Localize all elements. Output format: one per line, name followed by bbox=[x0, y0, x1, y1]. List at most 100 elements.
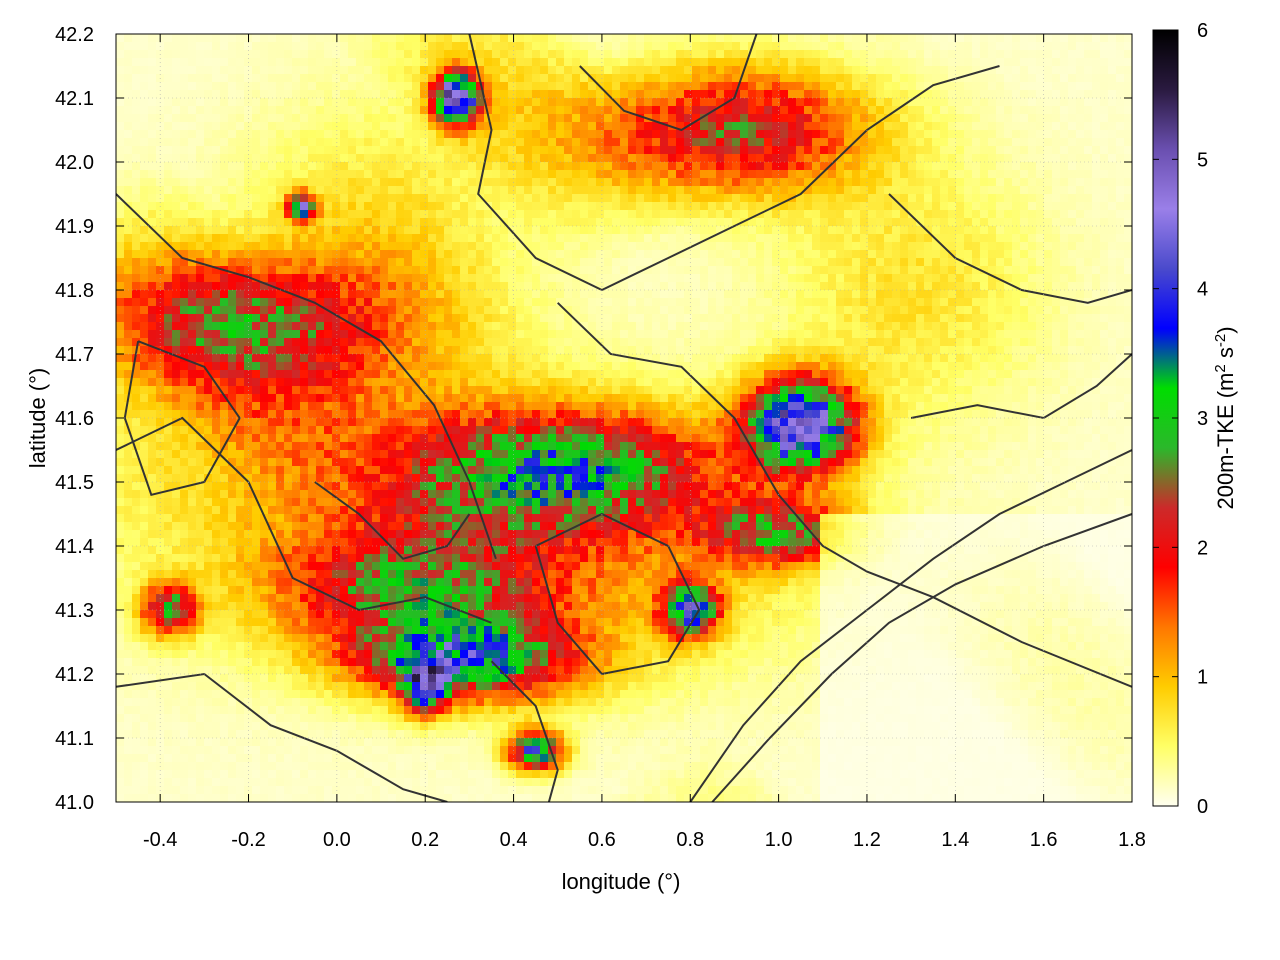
heatmap-cell bbox=[572, 322, 581, 331]
heatmap-cell bbox=[788, 154, 797, 163]
heatmap-cell bbox=[452, 210, 461, 219]
heatmap-cell bbox=[972, 58, 981, 67]
heatmap-cell bbox=[324, 146, 333, 155]
heatmap-cell bbox=[1036, 338, 1045, 347]
heatmap-cell bbox=[924, 290, 933, 299]
heatmap-cell bbox=[908, 154, 917, 163]
heatmap-cell bbox=[532, 306, 541, 315]
heatmap-cell bbox=[116, 210, 125, 219]
heatmap-cell bbox=[916, 154, 925, 163]
heatmap-cell bbox=[724, 130, 733, 139]
heatmap-cell bbox=[364, 170, 373, 179]
heatmap-cell bbox=[764, 178, 773, 187]
heatmap-cell bbox=[612, 74, 621, 83]
heatmap-cell bbox=[1108, 138, 1117, 147]
heatmap-cell bbox=[972, 122, 981, 131]
heatmap-cell bbox=[596, 218, 605, 227]
heatmap-cell bbox=[884, 106, 893, 115]
heatmap-cell bbox=[612, 322, 621, 331]
heatmap-cell bbox=[700, 298, 709, 307]
heatmap-cell bbox=[284, 58, 293, 67]
heatmap-cell bbox=[628, 106, 637, 115]
heatmap-cell bbox=[172, 138, 181, 147]
heatmap-cell bbox=[412, 250, 421, 259]
heatmap-cell bbox=[844, 58, 853, 67]
heatmap-cell bbox=[1052, 322, 1061, 331]
heatmap-cell bbox=[116, 114, 125, 123]
heatmap-cell bbox=[340, 130, 349, 139]
heatmap-cell bbox=[700, 178, 709, 187]
heatmap-cell bbox=[1052, 82, 1061, 91]
heatmap-cell bbox=[804, 258, 813, 267]
heatmap-cell bbox=[684, 330, 693, 339]
heatmap-cell bbox=[828, 50, 837, 59]
heatmap-cell bbox=[476, 202, 485, 211]
heatmap-cell bbox=[492, 82, 501, 91]
heatmap-cell bbox=[748, 218, 757, 227]
heatmap-cell bbox=[660, 234, 669, 243]
heatmap-cell bbox=[364, 314, 373, 323]
heatmap-cell bbox=[1116, 282, 1125, 291]
heatmap-cell bbox=[900, 226, 909, 235]
heatmap-cell bbox=[260, 250, 269, 259]
heatmap-cell bbox=[756, 154, 765, 163]
heatmap-cell bbox=[1100, 58, 1109, 67]
heatmap-cell bbox=[852, 146, 861, 155]
heatmap-cell bbox=[484, 298, 493, 307]
heatmap-cell bbox=[532, 258, 541, 267]
heatmap-cell bbox=[260, 306, 269, 315]
heatmap-cell bbox=[908, 178, 917, 187]
heatmap-cell bbox=[1100, 298, 1109, 307]
heatmap-cell bbox=[884, 34, 893, 43]
heatmap-cell bbox=[964, 210, 973, 219]
heatmap-cell bbox=[236, 274, 245, 283]
heatmap-cell bbox=[820, 322, 829, 331]
heatmap-cell bbox=[1004, 330, 1013, 339]
heatmap-cell bbox=[172, 314, 181, 323]
heatmap-cell bbox=[972, 154, 981, 163]
heatmap-cell bbox=[452, 90, 461, 99]
heatmap-cell bbox=[788, 338, 797, 347]
heatmap-cell bbox=[428, 106, 437, 115]
heatmap-cell bbox=[236, 34, 245, 43]
heatmap-cell bbox=[292, 146, 301, 155]
heatmap-cell bbox=[340, 66, 349, 75]
heatmap-cell bbox=[124, 122, 133, 131]
heatmap-cell bbox=[556, 218, 565, 227]
heatmap-cell bbox=[692, 274, 701, 283]
heatmap-cell bbox=[580, 314, 589, 323]
heatmap-cell bbox=[684, 306, 693, 315]
heatmap-cell bbox=[596, 42, 605, 51]
heatmap-cell bbox=[500, 42, 509, 51]
heatmap-cell bbox=[796, 226, 805, 235]
heatmap-cell bbox=[484, 338, 493, 347]
heatmap-cell bbox=[1044, 138, 1053, 147]
heatmap-cell bbox=[372, 338, 381, 347]
heatmap-cell bbox=[932, 42, 941, 51]
heatmap-cell bbox=[492, 314, 501, 323]
heatmap-cell bbox=[836, 202, 845, 211]
heatmap-cell bbox=[564, 194, 573, 203]
heatmap-cell bbox=[932, 298, 941, 307]
heatmap-cell bbox=[460, 170, 469, 179]
heatmap-cell bbox=[564, 34, 573, 43]
heatmap-cell bbox=[252, 202, 261, 211]
heatmap-cell bbox=[932, 266, 941, 275]
heatmap-cell bbox=[492, 202, 501, 211]
heatmap-cell bbox=[988, 226, 997, 235]
heatmap-cell bbox=[1108, 306, 1117, 315]
heatmap-cell bbox=[644, 74, 653, 83]
heatmap-cell bbox=[908, 66, 917, 75]
heatmap-cell bbox=[828, 274, 837, 283]
heatmap-cell bbox=[380, 338, 389, 347]
heatmap-cell bbox=[788, 90, 797, 99]
heatmap-cell bbox=[1028, 138, 1037, 147]
heatmap-cell bbox=[236, 322, 245, 331]
heatmap-cell bbox=[388, 122, 397, 131]
heatmap-cell bbox=[1100, 290, 1109, 299]
heatmap-cell bbox=[356, 218, 365, 227]
heatmap-cell bbox=[732, 114, 741, 123]
heatmap-cell bbox=[948, 234, 957, 243]
heatmap-cell bbox=[444, 242, 453, 251]
heatmap-cell bbox=[236, 58, 245, 67]
